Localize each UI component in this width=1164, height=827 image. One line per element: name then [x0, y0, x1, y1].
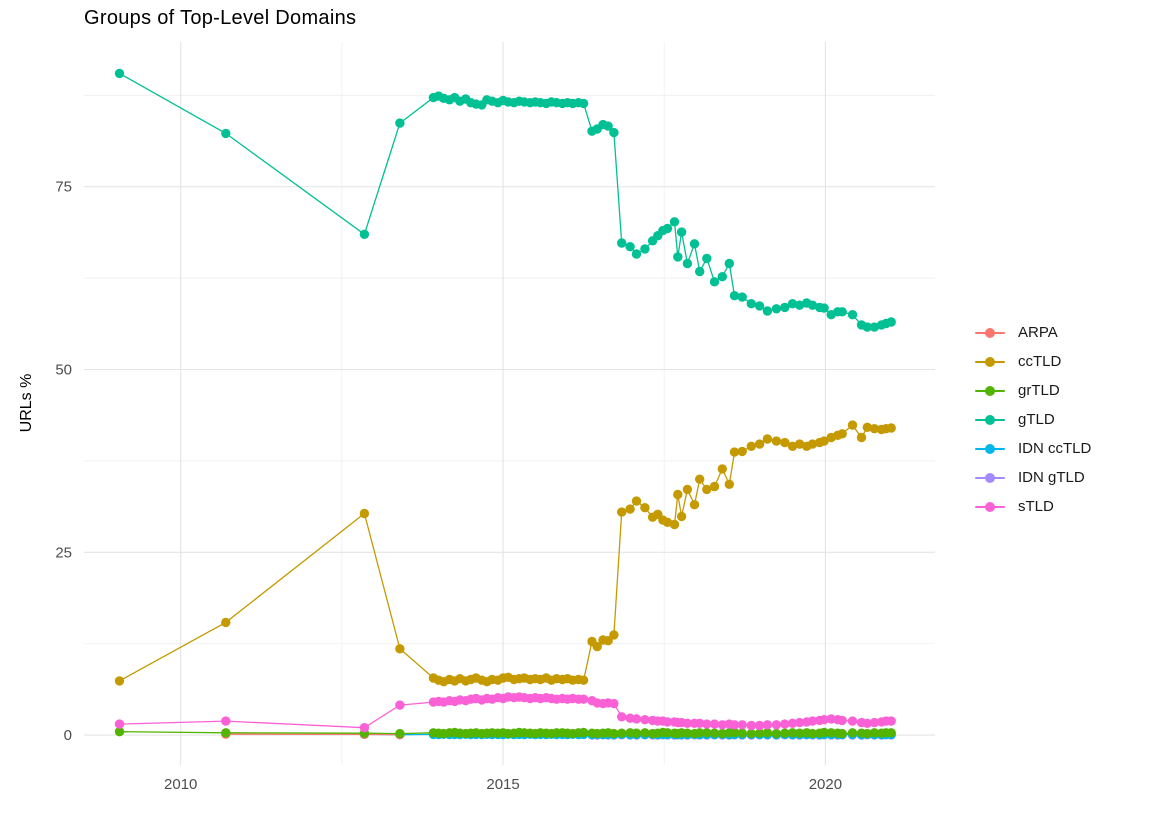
- legend-dot-icon: [985, 414, 995, 425]
- legend-item-gtld: gTLD: [975, 405, 1091, 434]
- series-gtld: [114, 68, 896, 332]
- series-grtld: [114, 727, 896, 739]
- series-arpa: [221, 729, 405, 740]
- x-axis-labels: 2010 2015 2020: [164, 776, 842, 793]
- legend-key-stld-icon: [975, 501, 1005, 512]
- legend-label: IDN gTLD: [1018, 469, 1085, 486]
- series-points-cctld: [114, 420, 896, 687]
- y-axis-labels: 0 25 50 75: [55, 179, 72, 744]
- legend-dot-icon: [985, 356, 995, 367]
- legend-dot-icon: [985, 472, 995, 483]
- legend: ARPA ccTLD grTLD gTLD IDN ccTLD IDN gTLD sTLD: [975, 318, 1091, 521]
- x-tick-label: 2020: [809, 776, 842, 793]
- legend-key-idn-gtld-icon: [975, 472, 1005, 483]
- legend-key-grtld-icon: [975, 385, 1005, 396]
- y-tick-label: 50: [55, 362, 72, 379]
- series-line-gtld: [119, 72, 892, 328]
- legend-item-idn-gtld: IDN gTLD: [975, 463, 1091, 492]
- series-stld: [114, 692, 896, 733]
- legend-dot-icon: [985, 443, 995, 454]
- legend-item-idn-cctld: IDN ccTLD: [975, 434, 1091, 463]
- series-points-gtld: [114, 68, 896, 332]
- series-points-grtld: [114, 727, 896, 739]
- legend-item-stld: sTLD: [975, 492, 1091, 521]
- legend-dot-icon: [985, 385, 995, 396]
- legend-item-grtld: grTLD: [975, 376, 1091, 405]
- legend-key-idn-cctld-icon: [975, 443, 1005, 454]
- legend-item-arpa: ARPA: [975, 318, 1091, 347]
- series-points-stld: [114, 692, 896, 733]
- legend-label: ARPA: [1018, 324, 1058, 341]
- legend-label: sTLD: [1018, 498, 1054, 515]
- legend-key-gtld-icon: [975, 414, 1005, 425]
- x-tick-label: 2015: [486, 776, 519, 793]
- legend-dot-icon: [985, 501, 995, 512]
- y-tick-label: 75: [55, 179, 72, 196]
- series-cctld: [114, 420, 896, 687]
- gridlines-major: [84, 42, 935, 765]
- legend-label: IDN ccTLD: [1018, 440, 1092, 457]
- gridlines-minor: [84, 42, 935, 765]
- legend-label: gTLD: [1018, 411, 1055, 428]
- x-tick-label: 2010: [164, 776, 197, 793]
- legend-label: grTLD: [1018, 382, 1060, 399]
- chart-title: Groups of Top-Level Domains: [84, 7, 357, 29]
- legend-dot-icon: [985, 327, 995, 338]
- legend-key-cctld-icon: [975, 356, 1005, 367]
- y-tick-label: 25: [55, 544, 72, 561]
- legend-label: ccTLD: [1018, 353, 1062, 370]
- legend-item-cctld: ccTLD: [975, 347, 1091, 376]
- legend-key-arpa-icon: [975, 327, 1005, 338]
- y-tick-label: 0: [64, 727, 72, 744]
